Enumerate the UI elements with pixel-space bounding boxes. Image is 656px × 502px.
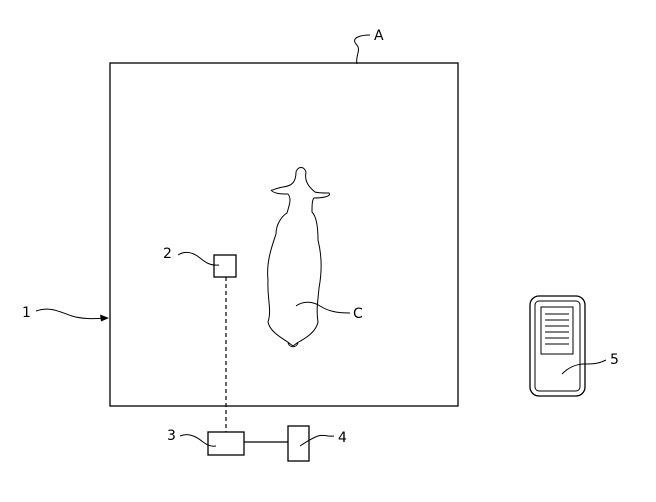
leader-line-3 bbox=[179, 434, 217, 447]
leader-arrow-1 bbox=[35, 308, 107, 320]
enclosure-area bbox=[109, 62, 459, 407]
leader-line-4 bbox=[299, 434, 335, 447]
arrow-head-1 bbox=[100, 314, 109, 322]
label-1: 1 bbox=[22, 305, 31, 321]
label-2: 2 bbox=[163, 246, 172, 262]
processor-box bbox=[207, 431, 245, 456]
animal-silhouette bbox=[267, 167, 330, 347]
label-4: 4 bbox=[338, 430, 347, 446]
label-c: C bbox=[353, 306, 363, 322]
leader-line-5 bbox=[561, 359, 607, 375]
terminal-screen bbox=[540, 306, 574, 355]
screen-text-lines bbox=[545, 313, 569, 345]
label-a: A bbox=[374, 28, 384, 44]
server-box bbox=[287, 425, 310, 462]
animal-tail bbox=[287, 342, 299, 348]
camera-box bbox=[213, 254, 237, 278]
leader-line-a bbox=[354, 34, 371, 65]
terminal-frame bbox=[534, 300, 581, 392]
leader-line-2 bbox=[177, 251, 220, 266]
terminal-body bbox=[529, 295, 586, 397]
leader-line-c bbox=[295, 301, 351, 314]
label-3: 3 bbox=[167, 428, 176, 444]
label-5: 5 bbox=[610, 352, 619, 368]
